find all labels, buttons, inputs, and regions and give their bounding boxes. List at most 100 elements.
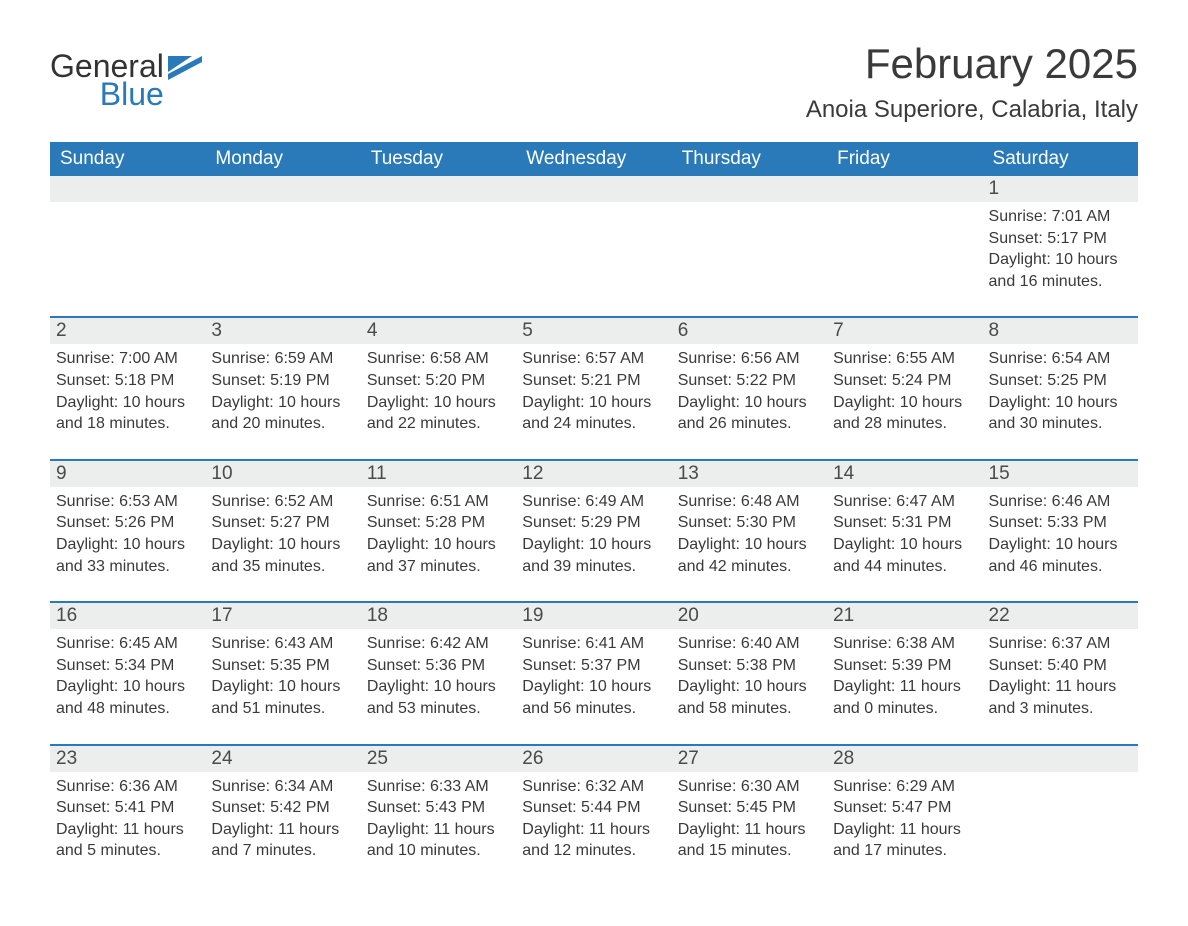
header: General Blue February 2025 Anoia Superio… [50, 40, 1138, 136]
day-cell: 24 Sunrise: 6:34 AMSunset: 5:42 PMDayligh… [205, 745, 360, 886]
day-body: Sunrise: 7:00 AMSunset: 5:18 PMDaylight:… [56, 348, 199, 434]
daylight-text: Daylight: 10 hours and 39 minutes. [522, 534, 665, 577]
day-number: 9 [50, 461, 205, 487]
day-cell: 10Sunrise: 6:52 AMSunset: 5:27 PMDayligh… [205, 460, 360, 602]
day-number: 24 [205, 746, 360, 772]
day-number: 22 [983, 603, 1138, 629]
day-number: 2 [50, 318, 205, 344]
title-block: February 2025 Anoia Superiore, Calabria,… [806, 40, 1138, 136]
day-cell: 18Sunrise: 6:42 AMSunset: 5:36 PMDayligh… [361, 602, 516, 744]
daylight-text: Daylight: 10 hours and 22 minutes. [367, 392, 510, 435]
daylight-text: Daylight: 10 hours and 42 minutes. [678, 534, 821, 577]
sunrise-text: Sunrise: 6:37 AM [989, 633, 1132, 655]
sunset-text: Sunset: 5:39 PM [833, 655, 976, 677]
day-header: Monday [205, 142, 360, 176]
daylight-text: Daylight: 11 hours and 7 minutes. [211, 819, 354, 862]
sunset-text: Sunset: 5:43 PM [367, 797, 510, 819]
day-cell: 26 Sunrise: 6:32 AMSunset: 5:44 PMDayligh… [516, 745, 671, 886]
sunset-text: Sunset: 5:44 PM [522, 797, 665, 819]
day-number [983, 746, 1138, 772]
day-body: Sunrise: 6:59 AMSunset: 5:19 PMDaylight:… [211, 348, 354, 434]
day-body [989, 776, 1132, 856]
sunset-text: Sunset: 5:40 PM [989, 655, 1132, 677]
logo: General Blue [50, 40, 202, 110]
sunrise-text: Sunrise: 6:58 AM [367, 348, 510, 370]
day-body: Sunrise: 6:55 AMSunset: 5:24 PMDaylight:… [833, 348, 976, 434]
sunrise-text: Sunrise: 6:49 AM [522, 491, 665, 513]
day-cell: 19Sunrise: 6:41 AMSunset: 5:37 PMDayligh… [516, 602, 671, 744]
week-row: 16 Sunrise: 6:45 AMSunset: 5:34 PMDayligh… [50, 602, 1138, 744]
day-number: 26 [516, 746, 671, 772]
day-body: Sunrise: 7:01 AMSunset: 5:17 PMDaylight:… [989, 206, 1132, 292]
day-body: Sunrise: 6:32 AMSunset: 5:44 PMDaylight:… [522, 776, 665, 862]
day-header: Friday [827, 142, 982, 176]
day-body [367, 206, 510, 286]
sunrise-text: Sunrise: 6:38 AM [833, 633, 976, 655]
daylight-text: Daylight: 10 hours and 20 minutes. [211, 392, 354, 435]
daylight-text: Daylight: 10 hours and 24 minutes. [522, 392, 665, 435]
day-body: Sunrise: 6:29 AMSunset: 5:47 PMDaylight:… [833, 776, 976, 862]
daylight-text: Daylight: 11 hours and 15 minutes. [678, 819, 821, 862]
sunrise-text: Sunrise: 6:53 AM [56, 491, 199, 513]
day-number: 27 [672, 746, 827, 772]
day-cell [827, 176, 982, 317]
day-cell: 4Sunrise: 6:58 AMSunset: 5:20 PMDaylight… [361, 317, 516, 459]
day-number: 21 [827, 603, 982, 629]
day-body: Sunrise: 6:34 AMSunset: 5:42 PMDaylight:… [211, 776, 354, 862]
sunrise-text: Sunrise: 6:33 AM [367, 776, 510, 798]
sunset-text: Sunset: 5:34 PM [56, 655, 199, 677]
day-number: 1 [983, 176, 1138, 202]
day-number: 3 [205, 318, 360, 344]
sunrise-text: Sunrise: 7:01 AM [989, 206, 1132, 228]
sunset-text: Sunset: 5:38 PM [678, 655, 821, 677]
sunset-text: Sunset: 5:42 PM [211, 797, 354, 819]
sunrise-text: Sunrise: 6:40 AM [678, 633, 821, 655]
week-row: 23Sunrise: 6:36 AMSunset: 5:41 PMDayligh… [50, 745, 1138, 886]
day-cell: 15Sunrise: 6:46 AMSunset: 5:33 PMDayligh… [983, 460, 1138, 602]
day-number: 12 [516, 461, 671, 487]
sunrise-text: Sunrise: 7:00 AM [56, 348, 199, 370]
sunrise-text: Sunrise: 6:43 AM [211, 633, 354, 655]
day-cell: 20Sunrise: 6:40 AMSunset: 5:38 PMDayligh… [672, 602, 827, 744]
day-number: 5 [516, 318, 671, 344]
day-number: 17 [205, 603, 360, 629]
sunrise-text: Sunrise: 6:41 AM [522, 633, 665, 655]
sunset-text: Sunset: 5:26 PM [56, 512, 199, 534]
day-cell: 17Sunrise: 6:43 AMSunset: 5:35 PMDayligh… [205, 602, 360, 744]
day-cell: 7Sunrise: 6:55 AMSunset: 5:24 PMDaylight… [827, 317, 982, 459]
day-body: Sunrise: 6:45 AMSunset: 5:34 PMDaylight:… [56, 633, 199, 719]
day-body [211, 206, 354, 286]
day-cell: 6Sunrise: 6:56 AMSunset: 5:22 PMDaylight… [672, 317, 827, 459]
day-cell: 11Sunrise: 6:51 AMSunset: 5:28 PMDayligh… [361, 460, 516, 602]
sunrise-text: Sunrise: 6:54 AM [989, 348, 1132, 370]
week-row: 1 Sunrise: 7:01 AMSunset: 5:17 PMDaylight… [50, 176, 1138, 317]
sunset-text: Sunset: 5:19 PM [211, 370, 354, 392]
sunrise-text: Sunrise: 6:57 AM [522, 348, 665, 370]
sunset-text: Sunset: 5:25 PM [989, 370, 1132, 392]
month-title: February 2025 [806, 40, 1138, 88]
day-cell [983, 745, 1138, 886]
day-number: 8 [983, 318, 1138, 344]
sunset-text: Sunset: 5:18 PM [56, 370, 199, 392]
daylight-text: Daylight: 11 hours and 5 minutes. [56, 819, 199, 862]
day-body [56, 206, 199, 286]
day-cell: 2 Sunrise: 7:00 AMSunset: 5:18 PMDaylight… [50, 317, 205, 459]
day-number: 25 [361, 746, 516, 772]
sunrise-text: Sunrise: 6:48 AM [678, 491, 821, 513]
day-body: Sunrise: 6:33 AMSunset: 5:43 PMDaylight:… [367, 776, 510, 862]
sunrise-text: Sunrise: 6:34 AM [211, 776, 354, 798]
day-cell: 12Sunrise: 6:49 AMSunset: 5:29 PMDayligh… [516, 460, 671, 602]
sunset-text: Sunset: 5:37 PM [522, 655, 665, 677]
daylight-text: Daylight: 11 hours and 12 minutes. [522, 819, 665, 862]
daylight-text: Daylight: 11 hours and 3 minutes. [989, 676, 1132, 719]
daylight-text: Daylight: 10 hours and 37 minutes. [367, 534, 510, 577]
sunset-text: Sunset: 5:35 PM [211, 655, 354, 677]
day-body: Sunrise: 6:41 AMSunset: 5:37 PMDaylight:… [522, 633, 665, 719]
day-header: Tuesday [361, 142, 516, 176]
daylight-text: Daylight: 10 hours and 53 minutes. [367, 676, 510, 719]
sunrise-text: Sunrise: 6:59 AM [211, 348, 354, 370]
day-number: 11 [361, 461, 516, 487]
day-body [522, 206, 665, 286]
day-number: 16 [50, 603, 205, 629]
day-body: Sunrise: 6:46 AMSunset: 5:33 PMDaylight:… [989, 491, 1132, 577]
